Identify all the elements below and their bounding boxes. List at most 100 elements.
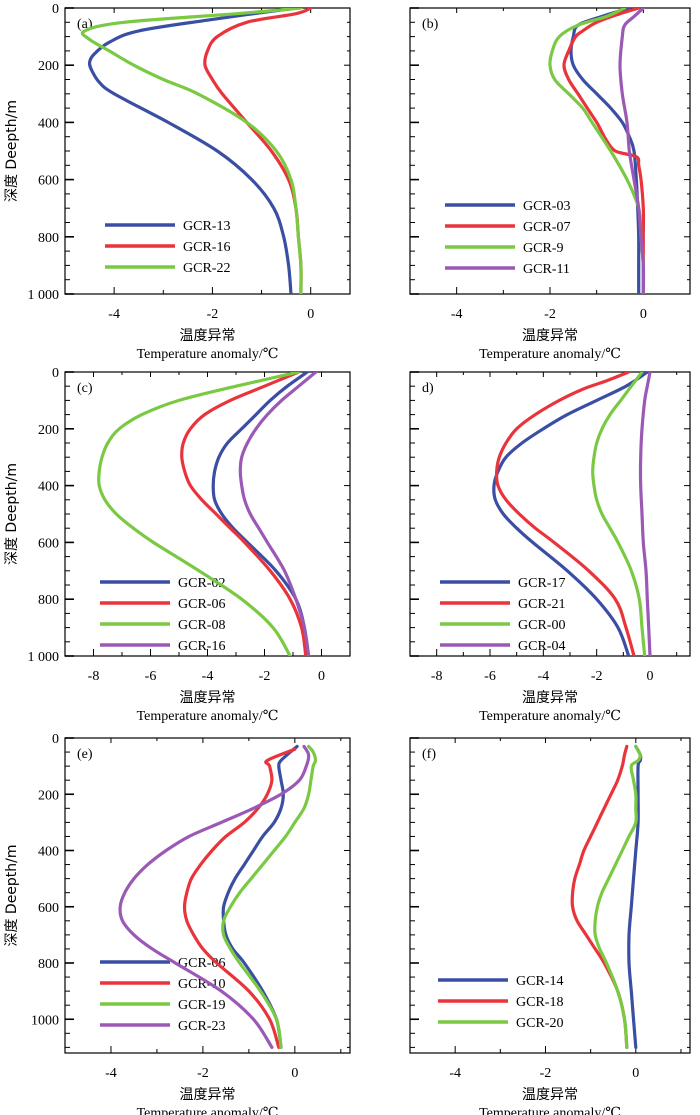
x-tick-label: 0 [632,1066,639,1081]
y-tick-label: 1 000 [28,650,60,665]
x-axis-title-en: Temperature anomaly/℃ [479,347,621,362]
x-tick-label: -2 [259,669,271,684]
x-axis-title-en: Temperature anomaly/℃ [137,347,279,362]
series-line-gcr-06 [221,744,299,1049]
legend-label: GCR-9 [523,241,563,256]
panel-label: (e) [77,747,93,762]
x-axis-title-cn: 温度异常 [180,328,236,344]
x-axis-title-cn: 温度异常 [522,328,578,344]
panel-label: (b) [422,17,439,32]
x-tick-label: -6 [145,669,157,684]
series-line-gcr-11 [618,8,646,294]
x-tick-label: -8 [431,669,443,684]
panel-4: 0 200 400 600 800 1000 -4 -2 0 温度异常 Temperature an… [4,732,351,1115]
y-tick-label: 0 [52,366,59,381]
legend-label: GCR-22 [183,261,230,276]
panel-3: -8 -6 -4 -2 0 温度异常 Temperature anomaly/℃ d) GCR-… [409,371,691,724]
x-tick-label: -2 [544,307,556,322]
x-tick-label: 0 [291,1066,298,1081]
x-axis-title-cn: 温度异常 [522,1087,578,1103]
x-tick-label: -2 [207,307,219,322]
x-tick-label: -4 [449,1066,461,1081]
legend-label: GCR-21 [518,597,565,612]
y-tick-label: 400 [38,845,59,860]
series-line-gcr-20 [593,744,642,1049]
y-tick-label: 800 [38,593,59,608]
legend-label: GCR-10 [178,977,225,992]
x-tick-label: 0 [647,669,654,684]
legend-label: GCR-16 [183,240,230,255]
y-axis-title: 深度 Deepth/m [4,844,20,946]
x-tick-label: 0 [640,307,647,322]
x-tick-label: -6 [484,669,496,684]
plot-frame [64,737,351,1054]
y-tick-label: 1 000 [28,288,60,303]
x-axis-title-en: Temperature anomaly/℃ [137,1106,279,1115]
y-tick-label: 600 [38,174,59,189]
x-tick-label: -4 [108,307,120,322]
series-line-gcr-07 [562,8,646,294]
panel-0: 0 200 400 600 800 1 000 -4 -2 0 温度异常 Temperature a… [4,2,351,362]
legend-label: GCR-18 [516,995,563,1010]
legend-label: GCR-14 [516,974,563,989]
x-tick-label: -4 [202,669,214,684]
x-axis-title-cn: 温度异常 [522,690,578,706]
x-tick-label: -2 [197,1066,209,1081]
series-line-gcr-17 [492,372,649,656]
legend-label: GCR-07 [523,220,570,235]
panel-label: (c) [77,381,93,396]
series-line-gcr-16 [238,372,318,656]
series-line-gcr-14 [627,744,643,1049]
y-tick-label: 1000 [31,1013,59,1028]
series-line-gcr-08 [97,372,301,656]
x-axis-title-en: Temperature anomaly/℃ [479,1106,621,1115]
panel-label: (f) [422,747,436,762]
x-tick-label: -2 [591,669,603,684]
panel-2: 0 200 400 600 800 1 000 -8 -6 -4 -2 0 温度异常 Temperatu… [4,366,351,724]
legend-label: GCR-06 [178,597,225,612]
y-axis-title: 深度 Deepth/m [4,463,20,565]
x-axis-title-en: Temperature anomaly/℃ [137,709,279,724]
y-axis-title: 深度 Deepth/m [4,100,20,202]
y-tick-label: 600 [38,536,59,551]
y-tick-label: 200 [38,788,59,803]
y-tick-label: 800 [38,231,59,246]
x-tick-label: 0 [318,669,325,684]
x-tick-label: -8 [88,669,100,684]
y-tick-label: 0 [52,2,59,17]
series-line-gcr-21 [494,372,636,656]
series-line-gcr-13 [87,8,298,294]
series-line-gcr-10 [182,747,297,1049]
x-tick-label: -4 [105,1066,117,1081]
series-line-gcr-02 [211,372,309,656]
series-line-gcr-23 [118,744,311,1049]
legend-label: GCR-17 [518,576,565,591]
legend-label: GCR-04 [518,639,565,654]
panel-1: -4 -2 0 温度异常 Temperature anomaly/℃ (b) GCR-03 G… [409,7,691,362]
x-axis-title-cn: 温度异常 [180,690,236,706]
legend-label: GCR-20 [516,1016,563,1031]
legend-label: GCR-11 [523,262,570,277]
legend-label: GCR-03 [523,199,570,214]
x-axis-title-en: Temperature anomaly/℃ [479,709,621,724]
legend-label: GCR-13 [183,219,230,234]
legend-label: GCR-23 [178,1019,225,1034]
series-line-gcr-22 [80,8,303,294]
series-line-gcr-18 [570,744,629,1049]
y-tick-label: 200 [38,423,59,438]
x-axis-title-cn: 温度异常 [180,1087,236,1103]
series-line-gcr-04 [638,372,652,656]
y-tick-label: 0 [52,732,59,747]
y-tick-label: 600 [38,901,59,916]
x-tick-label: -4 [451,307,463,322]
series-line-gcr-06 [180,372,308,656]
panel-label: d) [422,381,434,396]
legend-label: GCR-08 [178,618,225,633]
y-tick-label: 200 [38,59,59,74]
x-tick-label: 0 [307,307,314,322]
plot-frame [409,737,691,1054]
panel-5: -4 -2 0 温度异常 Temperature anomaly/℃ (f) GCR-14 G… [409,737,691,1115]
series-line-gcr-19 [221,744,318,1049]
y-tick-label: 800 [38,957,59,972]
